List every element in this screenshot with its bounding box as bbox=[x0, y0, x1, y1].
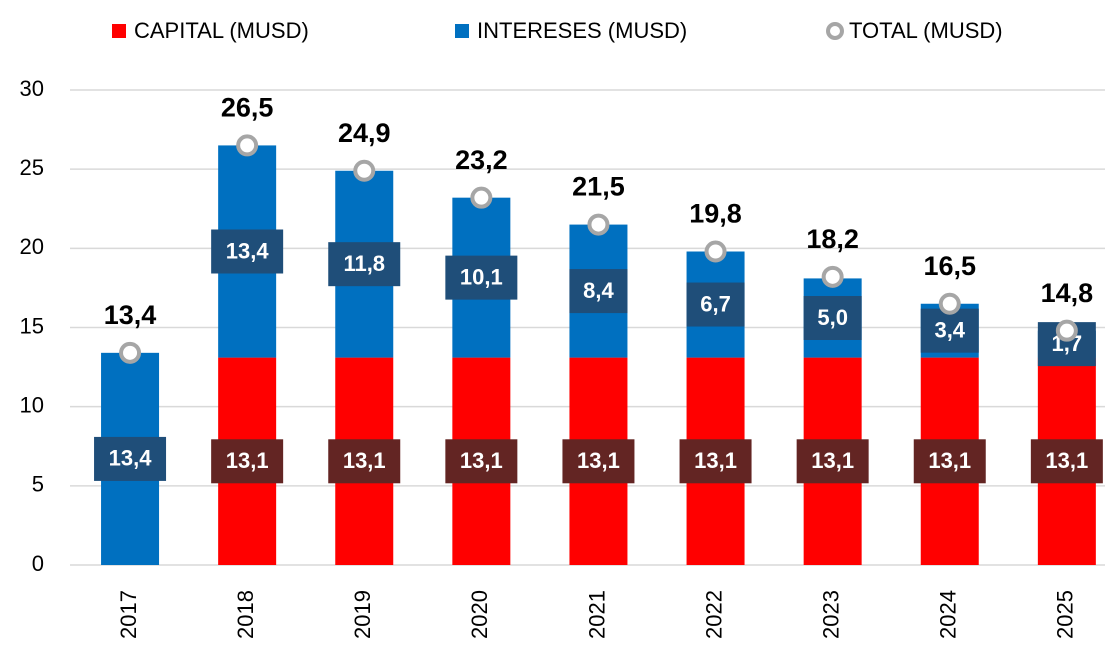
data-label-box bbox=[686, 282, 745, 327]
y-tick-label: 30 bbox=[20, 76, 44, 101]
x-tick-label: 2025 bbox=[1053, 590, 1078, 639]
total-marker bbox=[236, 134, 259, 157]
x-tick-label: 2020 bbox=[467, 590, 492, 639]
data-label: 13,1 bbox=[694, 448, 737, 473]
data-label-box bbox=[211, 439, 284, 484]
data-label: 13,1 bbox=[577, 448, 620, 473]
total-label: 13,4 bbox=[104, 300, 157, 330]
y-tick-label: 5 bbox=[32, 472, 44, 497]
data-label-box bbox=[679, 439, 752, 484]
y-tick-label: 20 bbox=[20, 234, 44, 259]
data-label-box bbox=[796, 439, 869, 484]
legend-marker bbox=[826, 22, 844, 40]
data-label: 11,8 bbox=[343, 251, 385, 276]
data-label: 13,1 bbox=[343, 448, 386, 473]
total-marker bbox=[1055, 319, 1078, 342]
data-label: 13,4 bbox=[109, 446, 153, 471]
data-label: 13,4 bbox=[226, 238, 270, 263]
data-label-box bbox=[920, 308, 979, 353]
data-label-box bbox=[569, 269, 628, 314]
data-label-box bbox=[328, 242, 401, 287]
data-label: 13,1 bbox=[928, 448, 971, 473]
total-label: 26,5 bbox=[221, 93, 274, 123]
data-label: 3,4 bbox=[934, 317, 965, 342]
data-label-box bbox=[328, 439, 401, 484]
data-label: 13,1 bbox=[460, 448, 503, 473]
y-tick-label: 10 bbox=[20, 392, 44, 417]
total-marker bbox=[587, 213, 610, 236]
x-tick-label: 2018 bbox=[233, 590, 258, 639]
data-label: 13,1 bbox=[1045, 448, 1088, 473]
x-tick-label: 2019 bbox=[350, 590, 375, 639]
total-marker bbox=[119, 341, 142, 364]
total-label: 18,2 bbox=[806, 224, 859, 254]
data-label-box bbox=[211, 229, 284, 274]
data-label-box bbox=[913, 439, 986, 484]
data-label: 10,1 bbox=[460, 264, 503, 289]
total-label: 21,5 bbox=[572, 172, 625, 202]
total-marker bbox=[470, 186, 493, 209]
legend-label: CAPITAL (MUSD) bbox=[134, 18, 309, 43]
total-label: 24,9 bbox=[338, 118, 391, 148]
data-label-box bbox=[1030, 439, 1103, 484]
x-tick-label: 2017 bbox=[116, 590, 141, 639]
y-tick-label: 15 bbox=[20, 313, 44, 338]
legend-swatch bbox=[112, 24, 126, 38]
total-label: 23,2 bbox=[455, 145, 508, 175]
data-label-box bbox=[445, 255, 518, 300]
y-tick-label: 0 bbox=[32, 551, 44, 576]
legend-swatch bbox=[455, 24, 469, 38]
total-label: 19,8 bbox=[689, 199, 742, 229]
data-label: 8,4 bbox=[583, 278, 614, 303]
data-label: 13,1 bbox=[226, 448, 269, 473]
data-label: 5,0 bbox=[817, 305, 848, 330]
legend-label: INTERESES (MUSD) bbox=[477, 18, 687, 43]
legend-label: TOTAL (MUSD) bbox=[849, 18, 1003, 43]
data-label-box bbox=[94, 436, 167, 481]
y-tick-label: 25 bbox=[20, 155, 44, 180]
x-tick-label: 2022 bbox=[701, 590, 726, 639]
x-tick-label: 2021 bbox=[584, 590, 609, 639]
total-label: 14,8 bbox=[1041, 278, 1094, 308]
data-label-box bbox=[562, 439, 635, 484]
total-marker bbox=[821, 265, 844, 288]
data-label: 6,7 bbox=[700, 291, 731, 316]
total-marker bbox=[704, 240, 727, 263]
total-marker bbox=[938, 292, 961, 315]
total-marker bbox=[353, 159, 376, 182]
x-tick-label: 2024 bbox=[936, 590, 961, 639]
total-label: 16,5 bbox=[923, 251, 976, 281]
data-label-box bbox=[803, 296, 862, 340]
x-tick-label: 2023 bbox=[818, 590, 843, 639]
data-label-box bbox=[445, 439, 518, 484]
data-label: 13,1 bbox=[811, 448, 854, 473]
